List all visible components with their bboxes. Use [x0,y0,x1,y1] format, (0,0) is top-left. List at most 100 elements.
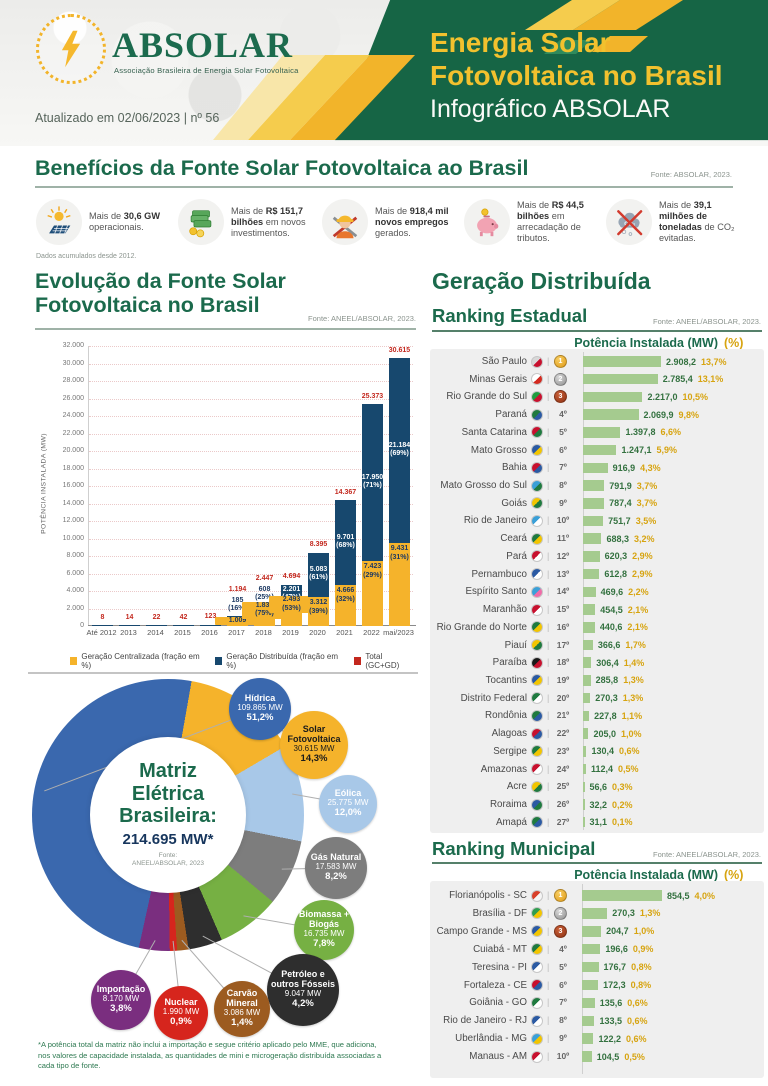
benefit-text-prefix: Mais de [375,205,410,216]
y-tick-label: 8.000 [66,552,84,559]
ranking-value: 688,3 [606,533,629,544]
ranking-position: 6º [559,979,567,990]
ranking-bar [583,675,591,686]
gridline [89,556,413,557]
benefit-item: CO₂ Mais de 39,1 milhões de toneladas de … [606,193,744,251]
benefit-text-highlight: R$ 44,5 bilhões [517,200,584,221]
state-flag-icon [531,709,543,722]
evolution-y-axis: 0 2.000 4.000 6.000 8.000 10.000 12.000 14.000 1… [30,342,84,629]
y-tick-label: 24.000 [62,412,84,419]
ranking-name: Rio de Janeiro - RJ [443,1015,527,1027]
ranking-value: 31,1 [589,817,608,828]
ranking-row: Maranhão | 15º 454,5 2,1% [430,601,764,618]
ranking-name: Cuiabá - MT [473,943,527,955]
ranking-value: 469,6 [600,586,624,597]
bar-value-label: 21.184 (69%) [388,441,411,458]
ranking-name: Santa Catarina [461,426,527,438]
benefit-item: Mais de R$ 44,5 bilhões em arrecadação d… [464,193,602,251]
ranking-value: 172,3 [603,980,626,990]
ranking-row: Amazonas | 24º 112,4 0,5% [430,761,764,778]
ranking-name: Ceará [500,533,527,545]
ranking-bar-group: 227,8 1,1% [583,707,642,724]
bar-value-label: 1.194 [228,586,247,594]
state-flag-icon [531,816,543,829]
ranking-name: Manaus - AM [469,1051,527,1063]
slice-capacity: 9.047 MW [284,989,322,999]
bar-centralizada [362,561,383,626]
ranking-municipal-source: Fonte: ANEEL/ABSOLAR, 2023. [653,850,761,859]
y-tick-label: 22.000 [62,429,84,437]
ranking-position: 16º [556,621,570,632]
ranking-percent: 0,6% [627,1015,648,1026]
gridline [89,503,413,505]
state-flag-icon [531,745,543,758]
slice-name: Eólica [334,788,362,799]
state-flag-icon [531,461,543,474]
state-flag-icon [531,621,543,634]
slice-percent: 4,2% [292,998,314,1010]
matrix-donut-chart: Matriz Elétrica Brasileira: 214.695 MW* … [0,674,420,1086]
rank-separator: | [547,533,550,544]
ranking-bar-group: 31,1 0,1% [583,814,633,831]
state-flag-icon [531,603,543,616]
ranking-position: 22º [556,728,570,739]
bar-distribuida [173,625,194,626]
ranking-name: Paraná [495,409,527,421]
gridline [89,416,413,417]
state-flag-icon [531,479,543,492]
ranking-bar-group: 133,5 0,6% [582,1012,648,1029]
benefit-text-prefix: Mais de [517,200,552,210]
bar-value-label: 42 [179,613,188,621]
benefit-item: Mais de R$ 151,7 bilhões em novos invest… [178,193,316,251]
bar-value-label: 5.083 (61%) [309,565,328,582]
ranking-value: 787,4 [609,498,632,509]
rank-separator: | [547,907,550,918]
state-flag-icon [531,568,543,581]
rank-separator: | [547,356,550,366]
x-tick-label: 2013 [120,628,137,637]
slice-capacity: 8.170 MW [102,994,140,1004]
ranking-bar [583,409,639,420]
ranking-value: 176,7 [603,962,627,973]
bar-value-label: 2.493 (53%) [268,596,315,614]
bar-distribuida [119,625,140,626]
ranking-bar [583,427,621,438]
ranking-row: Rio de Janeiro - RJ | 8º 133,5 0,6% [430,1012,764,1029]
ranking-value: 285,8 [595,675,619,686]
divider [432,862,762,864]
ranking-percent: 2,1% [627,604,649,615]
ranking-row: Mato Grosso do Sul | 8º 791,9 3,7% [430,477,764,494]
rank-separator: | [547,943,550,954]
absolar-logo-tagline: Associação Brasileira de Energia Solar F… [114,66,299,75]
benefit-text-highlight: 30,6 GW [123,211,160,221]
ranking-bar [583,604,596,615]
ranking-bar [583,622,595,633]
rank-separator: | [547,799,550,809]
ranking-position: 4º [559,943,567,954]
ranking-name: Goiás [501,497,527,509]
ranking-bar [583,657,592,668]
ranking-row: Ceará | 11º 688,3 3,2% [430,530,764,547]
matrix-bubble-7: Carvão Mineral 3.086 MW 1,4% [214,981,270,1037]
ranking-bar [583,586,596,598]
ranking-percent: 0,3% [612,781,633,792]
ranking-position: 26º [556,799,570,809]
state-flag-icon [531,692,543,705]
benefit-text-rest: operacionais. [89,222,144,232]
ranking-row: Rio Grande do Norte | 16º 440,6 2,1% [430,619,764,636]
ranking-bar-group: 122,2 0,6% [582,1030,646,1047]
ranking-name: Mato Grosso do Sul [440,480,527,492]
divider [35,186,733,188]
ranking-value: 620,3 [604,551,628,562]
ranking-percent: 2,1% [627,622,648,633]
municipal-axis-line [582,884,583,1074]
bar-distribuida [362,404,383,562]
ranking-bar [583,533,602,544]
matrix-title-line: Brasileira: [119,805,217,827]
ranking-row: Campo Grande - MS | 3 204,7 1,0% [430,923,764,940]
bar-distribuida [335,500,356,586]
ranking-value: 791,9 [609,480,632,491]
slice-capacity: 25.775 MW [327,798,369,808]
ranking-position: 14º [556,586,570,597]
ranking-position: 25º [556,781,570,792]
